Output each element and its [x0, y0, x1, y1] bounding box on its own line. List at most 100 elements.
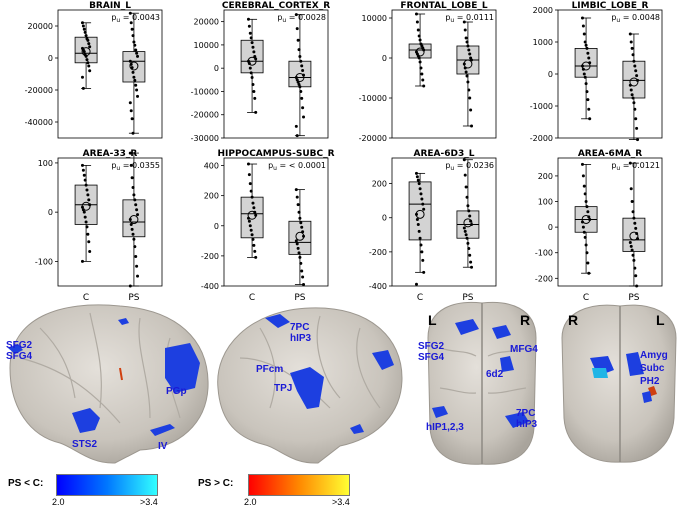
- data-point: [417, 229, 421, 233]
- data-point: [86, 193, 90, 197]
- data-point: [87, 198, 91, 202]
- y-tick-label: -10000: [191, 87, 219, 96]
- plot-frame: [223, 9, 329, 139]
- data-point: [462, 226, 466, 230]
- data-point: [133, 245, 137, 249]
- data-point: [581, 174, 585, 178]
- legend-negative-min: 2.0: [52, 497, 65, 507]
- data-point: [419, 192, 423, 196]
- data-point: [467, 209, 471, 213]
- y-tick-label: -400: [201, 282, 219, 291]
- mean-marker: [463, 59, 473, 69]
- data-point: [81, 24, 85, 28]
- p-value-label: pu = 0.0048: [611, 13, 660, 24]
- data-point: [635, 74, 639, 78]
- p-value-label: pu = 0.0236: [445, 161, 494, 172]
- y-tick-label: 100: [38, 159, 53, 168]
- data-point: [630, 248, 634, 252]
- data-point: [636, 138, 640, 142]
- label-subc: Subc: [640, 363, 665, 374]
- data-point: [633, 107, 637, 111]
- y-tick-label: 10000: [362, 14, 387, 23]
- data-point: [420, 72, 424, 76]
- panel-title: BRAIN_L: [89, 1, 131, 11]
- data-point: [465, 236, 469, 240]
- data-point: [87, 42, 91, 46]
- data-point: [129, 163, 133, 167]
- data-point: [464, 185, 468, 189]
- y-tick-label: 400: [204, 162, 219, 171]
- data-point: [466, 204, 470, 208]
- data-point: [84, 220, 88, 224]
- y-tick-label: 0: [548, 223, 553, 232]
- brain-bottom-view: [561, 304, 677, 463]
- brain-top-view: [427, 301, 537, 465]
- data-point: [131, 131, 135, 135]
- plot-frame: [557, 9, 663, 139]
- data-point: [297, 82, 301, 86]
- data-point: [629, 40, 633, 44]
- data-point: [301, 69, 305, 73]
- data-point: [136, 94, 140, 98]
- data-point: [418, 236, 422, 240]
- hemisphere-r-top: R: [520, 312, 531, 328]
- data-point: [87, 64, 91, 68]
- data-point: [418, 60, 422, 64]
- data-point: [80, 163, 84, 167]
- data-point: [136, 54, 140, 58]
- data-point: [249, 36, 253, 40]
- data-point: [128, 151, 132, 155]
- data-point: [130, 176, 134, 180]
- hemisphere-r-bottom: R: [568, 312, 579, 328]
- data-point: [87, 240, 91, 244]
- legend-negative-max: >3.4: [140, 497, 158, 507]
- data-point: [416, 28, 420, 32]
- data-point: [254, 110, 258, 114]
- data-point: [414, 171, 418, 175]
- data-point: [469, 260, 473, 264]
- data-point: [133, 198, 137, 202]
- mean-marker: [295, 72, 305, 82]
- data-point: [297, 210, 301, 214]
- data-point: [463, 229, 467, 233]
- plot-frame: [223, 157, 329, 287]
- y-tick-label: -100: [535, 249, 553, 258]
- data-point: [586, 51, 590, 55]
- data-point: [250, 233, 254, 237]
- data-point: [584, 82, 588, 86]
- data-point: [635, 126, 639, 130]
- box-ps: [122, 199, 146, 238]
- data-point: [581, 24, 585, 28]
- data-point: [632, 101, 636, 105]
- data-point: [630, 200, 634, 204]
- label-6d2: 6d2: [486, 369, 504, 380]
- label-hip3-top: hIP3: [516, 419, 538, 430]
- data-point: [582, 72, 586, 76]
- data-point: [416, 223, 420, 227]
- data-point: [254, 255, 258, 259]
- y-tick-label: 0: [382, 214, 387, 223]
- data-point: [422, 270, 426, 274]
- mean-marker: [629, 77, 639, 87]
- data-point: [294, 188, 298, 192]
- data-point: [246, 17, 250, 21]
- legend-negative-title: PS < C:: [8, 478, 44, 489]
- data-point: [464, 36, 468, 40]
- y-tick-label: 200: [538, 172, 553, 181]
- data-point: [634, 226, 638, 230]
- data-point: [586, 261, 590, 265]
- data-point: [584, 200, 588, 204]
- data-point: [417, 34, 421, 38]
- data-point: [462, 20, 466, 24]
- mean-marker: [81, 47, 91, 57]
- data-point: [583, 75, 587, 79]
- data-point: [462, 158, 466, 162]
- data-point: [88, 250, 92, 254]
- data-point: [301, 106, 305, 110]
- panel-frontal-lobe-l: FRONTAL_LOBE_Lpu = 0.0111 10000 0 -10000 -20…: [359, 1, 497, 143]
- y-tick-label: -2000: [530, 134, 553, 143]
- data-point: [81, 168, 85, 172]
- panel-cerebral-cortex-r: CEREBRAL_CORTEX_Rpu = 0.0028 20000 10000 0 -…: [191, 1, 331, 143]
- data-point: [298, 85, 302, 89]
- data-point: [294, 13, 298, 17]
